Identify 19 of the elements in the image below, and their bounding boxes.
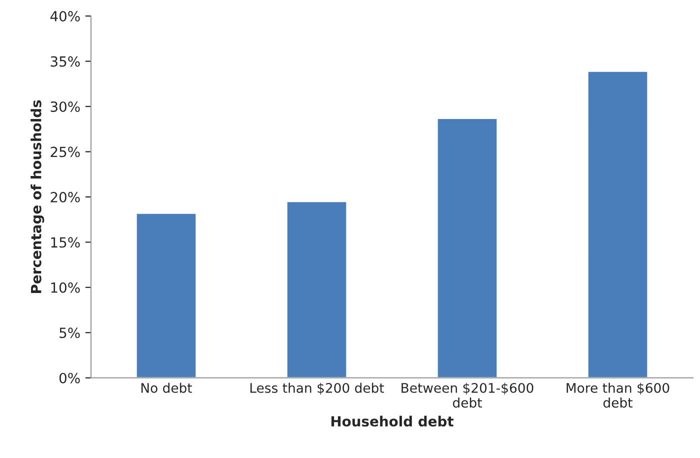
y-tick-label: 20% (50, 192, 80, 202)
y-tick-label: 30% (50, 101, 80, 112)
x-axis-title: Household debt (331, 416, 454, 427)
x-tick-label: Less than $200 debt (250, 382, 384, 395)
x-tick-label: Between $201-$600 debt (402, 382, 534, 408)
y-tick-label: 25% (50, 146, 80, 158)
x-tick-label: More than $600 debt (566, 382, 670, 408)
y-tick-label: 5% (60, 328, 80, 338)
bar (286, 200, 348, 378)
y-tick-label: 40% (50, 11, 80, 22)
y-tick-label: 0% (59, 372, 80, 384)
bar (436, 118, 498, 378)
y-tick-label: 35% (50, 56, 80, 67)
x-tick-label: No debt (141, 382, 192, 393)
y-tick-label: 15% (51, 237, 80, 248)
y-axis-title: Percentage of housholds (30, 100, 44, 293)
bar (135, 212, 198, 378)
bar (586, 70, 649, 378)
y-tick-label: 10% (51, 282, 80, 293)
